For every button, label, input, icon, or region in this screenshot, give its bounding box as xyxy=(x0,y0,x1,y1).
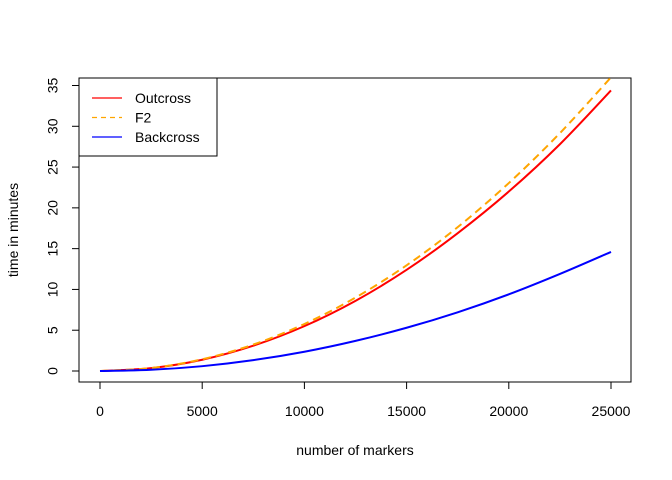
x-axis-title: number of markers xyxy=(296,442,413,458)
x-tick-label: 0 xyxy=(96,403,104,419)
y-tick-label: 5 xyxy=(45,326,61,334)
legend-label: Backcross xyxy=(135,129,200,145)
y-tick-label: 10 xyxy=(45,281,61,297)
y-tick-label: 15 xyxy=(45,241,61,257)
x-tick-label: 20000 xyxy=(489,403,528,419)
y-tick-label: 20 xyxy=(45,200,61,216)
y-axis-title: time in minutes xyxy=(5,183,21,277)
legend-label: Outcross xyxy=(135,90,191,106)
x-tick-label: 5000 xyxy=(187,403,218,419)
y-tick-label: 25 xyxy=(45,159,61,175)
y-tick-label: 35 xyxy=(45,78,61,94)
x-axis: 0 5000 10000 15000 20000 25000 xyxy=(96,381,631,419)
legend-label: F2 xyxy=(135,110,152,126)
y-tick-label: 30 xyxy=(45,118,61,134)
x-tick-label: 15000 xyxy=(387,403,426,419)
x-tick-label: 10000 xyxy=(285,403,324,419)
y-tick-label: 0 xyxy=(45,367,61,375)
legend: Outcross F2 Backcross xyxy=(78,77,218,157)
series-line-backcross xyxy=(99,250,612,372)
x-tick-label: 25000 xyxy=(592,403,631,419)
y-axis: 0 5 10 15 20 25 30 35 xyxy=(45,78,80,375)
series-layer xyxy=(99,76,612,372)
series-line-f2 xyxy=(99,76,612,372)
